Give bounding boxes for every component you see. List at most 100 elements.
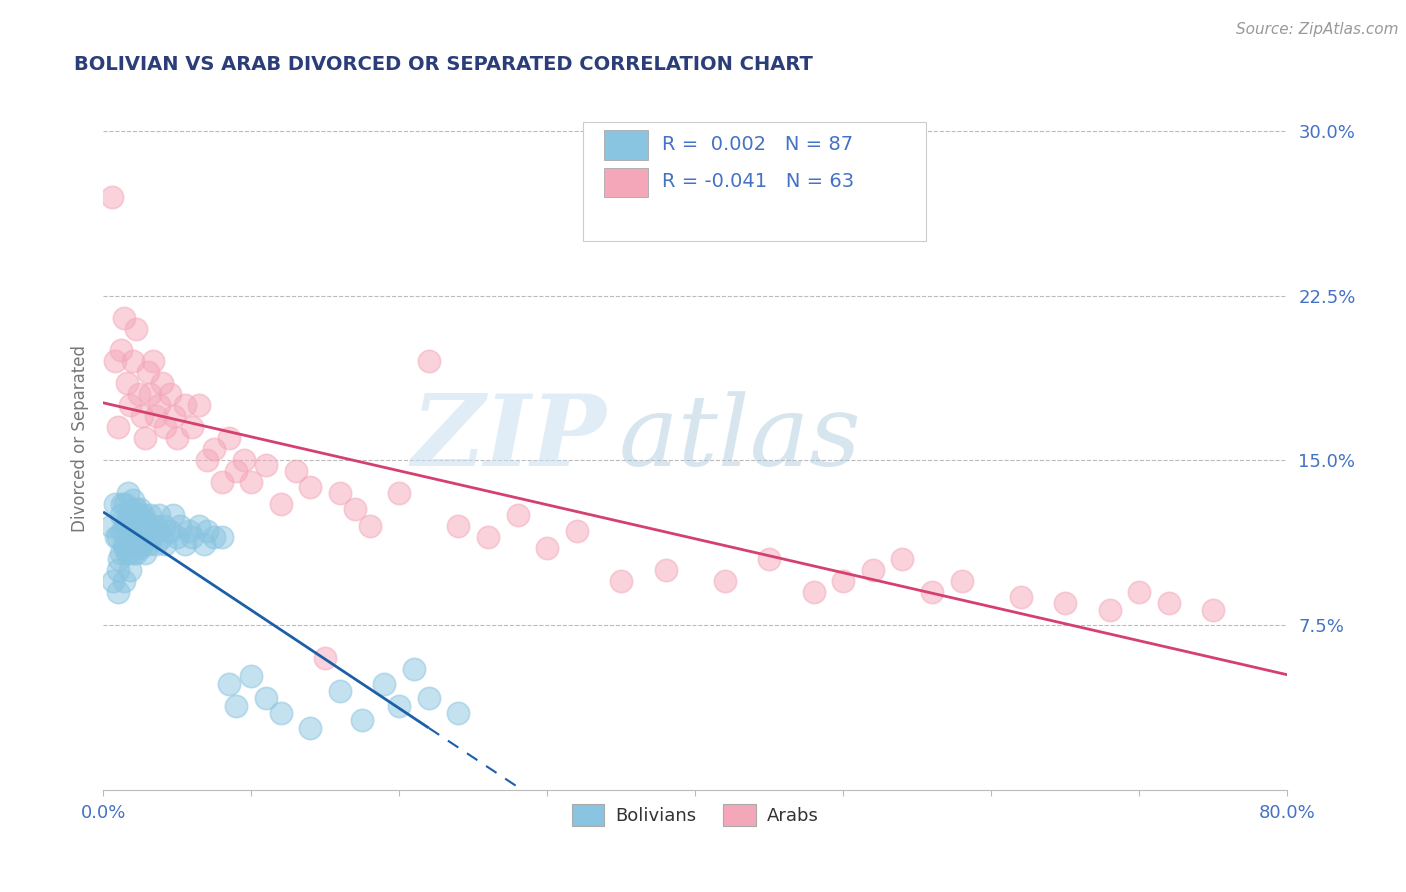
Y-axis label: Divorced or Separated: Divorced or Separated	[72, 345, 89, 532]
Point	[1128, 585, 1150, 599]
Point	[195, 453, 218, 467]
Point	[195, 524, 218, 538]
Point	[218, 431, 240, 445]
Text: R =  0.002   N = 87: R = 0.002 N = 87	[662, 135, 853, 154]
Point	[129, 501, 152, 516]
Point	[284, 464, 307, 478]
Point	[114, 519, 136, 533]
Point	[101, 189, 124, 203]
Point	[115, 376, 138, 391]
Point	[173, 398, 195, 412]
Point	[146, 524, 169, 538]
Point	[202, 442, 225, 457]
Point	[155, 420, 177, 434]
Point	[112, 310, 135, 325]
Point	[127, 537, 149, 551]
Point	[803, 585, 825, 599]
Point	[134, 431, 156, 445]
Text: R = -0.041   N = 63: R = -0.041 N = 63	[662, 172, 855, 191]
Point	[1202, 603, 1225, 617]
Point	[610, 574, 633, 589]
Point	[142, 354, 165, 368]
Point	[150, 376, 173, 391]
Point	[105, 530, 128, 544]
Point	[211, 475, 233, 490]
Point	[112, 537, 135, 551]
Point	[110, 508, 132, 523]
Point	[107, 420, 129, 434]
Point	[128, 508, 150, 523]
Point	[240, 668, 263, 682]
Point	[129, 524, 152, 538]
Point	[148, 398, 170, 412]
FancyBboxPatch shape	[582, 122, 927, 242]
Point	[145, 409, 167, 424]
Point	[299, 722, 322, 736]
Point	[103, 574, 125, 589]
Point	[141, 530, 163, 544]
Point	[115, 515, 138, 529]
Point	[314, 651, 336, 665]
Point	[270, 706, 292, 720]
Point	[117, 530, 139, 544]
Point	[139, 387, 162, 401]
Point	[418, 354, 440, 368]
Point	[188, 398, 211, 412]
Point	[447, 519, 470, 533]
Point	[118, 563, 141, 577]
Point	[115, 546, 138, 560]
Point	[402, 662, 425, 676]
Point	[565, 524, 588, 538]
Point	[111, 497, 134, 511]
Point	[110, 546, 132, 560]
Point	[388, 486, 411, 500]
Point	[173, 537, 195, 551]
Point	[654, 563, 676, 577]
Point	[118, 537, 141, 551]
Point	[138, 524, 160, 538]
Point	[181, 420, 204, 434]
Point	[107, 585, 129, 599]
Point	[714, 574, 737, 589]
Point	[181, 530, 204, 544]
Point	[155, 537, 177, 551]
Point	[125, 546, 148, 560]
Point	[299, 480, 322, 494]
Point	[388, 699, 411, 714]
Point	[166, 530, 188, 544]
Point	[125, 501, 148, 516]
Point	[114, 497, 136, 511]
Point	[121, 492, 143, 507]
Point	[128, 530, 150, 544]
Point	[352, 713, 374, 727]
Point	[121, 546, 143, 560]
Point	[159, 524, 181, 538]
Point	[135, 515, 157, 529]
Point	[950, 574, 973, 589]
Text: atlas: atlas	[619, 391, 860, 486]
Point	[117, 486, 139, 500]
Point	[163, 409, 186, 424]
Point	[329, 486, 352, 500]
Point	[136, 537, 159, 551]
Point	[125, 524, 148, 538]
Point	[202, 530, 225, 544]
FancyBboxPatch shape	[605, 168, 648, 197]
Point	[225, 464, 247, 478]
Point	[125, 321, 148, 335]
Point	[112, 574, 135, 589]
Point	[159, 387, 181, 401]
Point	[143, 519, 166, 533]
Point	[127, 515, 149, 529]
Point	[211, 530, 233, 544]
Point	[118, 398, 141, 412]
Point	[131, 537, 153, 551]
Point	[162, 508, 184, 523]
Point	[121, 354, 143, 368]
Point	[343, 501, 366, 516]
Point	[121, 515, 143, 529]
Point	[131, 409, 153, 424]
Point	[107, 563, 129, 577]
Point	[232, 453, 254, 467]
Text: Source: ZipAtlas.com: Source: ZipAtlas.com	[1236, 22, 1399, 37]
